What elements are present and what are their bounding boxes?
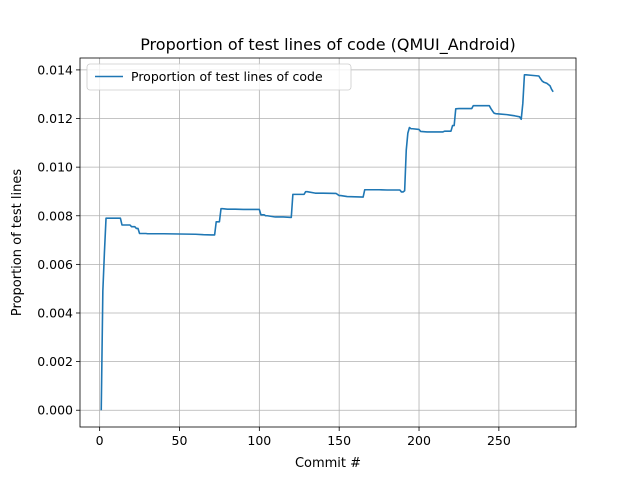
y-tick-label: 0.010 [37,160,73,175]
legend-label: Proportion of test lines of code [131,69,323,84]
y-tick-label: 0.006 [37,257,73,272]
x-tick-label: 0 [96,433,104,448]
y-tick-label: 0.004 [37,305,73,320]
chart-title: Proportion of test lines of code (QMUI_A… [140,35,516,55]
series-layer [100,73,554,411]
y-tick-label: 0.002 [37,354,73,369]
y-tick-label: 0.000 [37,403,73,418]
x-tick-label: 100 [247,433,271,448]
ticks: 0 50 100 150 200 250 0.000 0.002 0.004 0.006 0.008… [37,62,511,448]
x-tick-label: 250 [487,433,511,448]
y-tick-label: 0.014 [37,62,73,77]
y-tick-label: 0.008 [37,208,73,223]
x-tick-label: 150 [327,433,351,448]
y-axis-title: Proportion of test lines [10,169,25,316]
x-axis-title: Commit # [295,456,361,471]
legend-box [86,63,352,91]
plot-area [80,58,576,427]
y-tick-label: 0.012 [37,111,73,126]
legend: Proportion of test lines of code [86,63,352,91]
x-tick-label: 200 [407,433,431,448]
x-tick-label: 50 [172,433,188,448]
series-line [100,73,554,411]
plot-frame [79,57,577,428]
